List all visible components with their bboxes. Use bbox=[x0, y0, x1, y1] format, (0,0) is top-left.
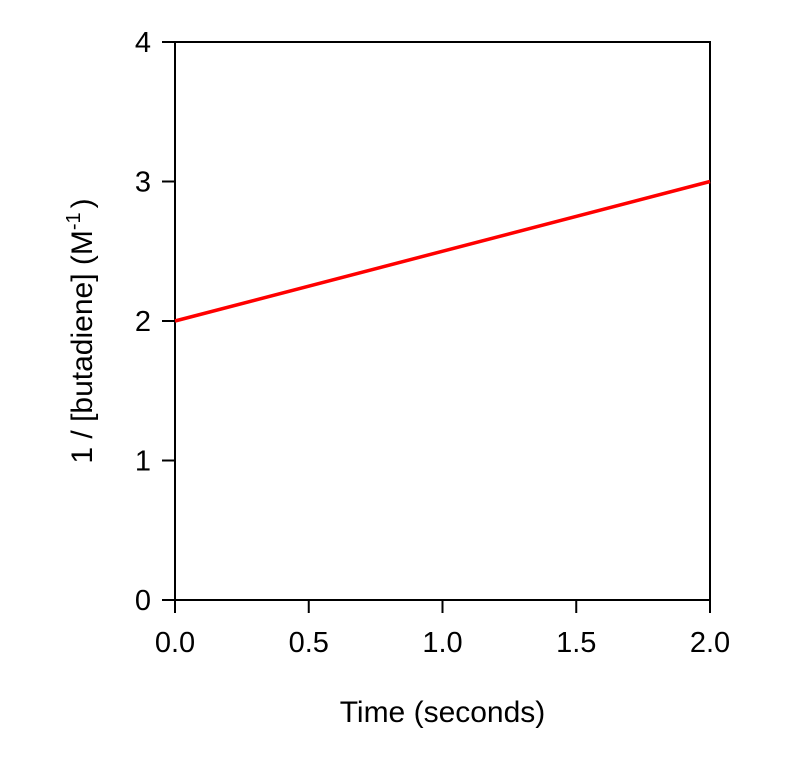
x-tick-label: 2.0 bbox=[690, 627, 730, 659]
x-axis-ticks: 0.0 0.5 1.0 1.5 2.0 bbox=[155, 600, 730, 659]
y-axis-title-main: 1 / [butadiene] (M bbox=[66, 230, 99, 463]
y-tick-label: 2 bbox=[135, 306, 151, 338]
y-tick-label: 0 bbox=[135, 585, 151, 617]
plot-area bbox=[174, 41, 711, 601]
y-tick-label: 4 bbox=[135, 27, 151, 59]
x-tick-label: 0.0 bbox=[155, 627, 195, 659]
y-axis-title-superscript: -1 bbox=[63, 212, 85, 230]
x-tick-label: 1.5 bbox=[556, 627, 596, 659]
series-layer bbox=[174, 179, 711, 323]
y-axis-ticks: 0 1 2 3 4 bbox=[135, 27, 175, 617]
series-line bbox=[174, 179, 711, 323]
x-tick-label: 1.0 bbox=[422, 627, 462, 659]
x-axis-title: Time (seconds) bbox=[340, 696, 546, 729]
y-axis-title: 1 / [butadiene] (M-1) bbox=[63, 198, 99, 463]
x-tick-label: 0.5 bbox=[289, 627, 329, 659]
plot-frame bbox=[174, 41, 711, 601]
y-axis-title-close: ) bbox=[66, 198, 99, 208]
y-tick-label: 1 bbox=[135, 446, 151, 478]
y-tick-label: 3 bbox=[135, 167, 151, 199]
